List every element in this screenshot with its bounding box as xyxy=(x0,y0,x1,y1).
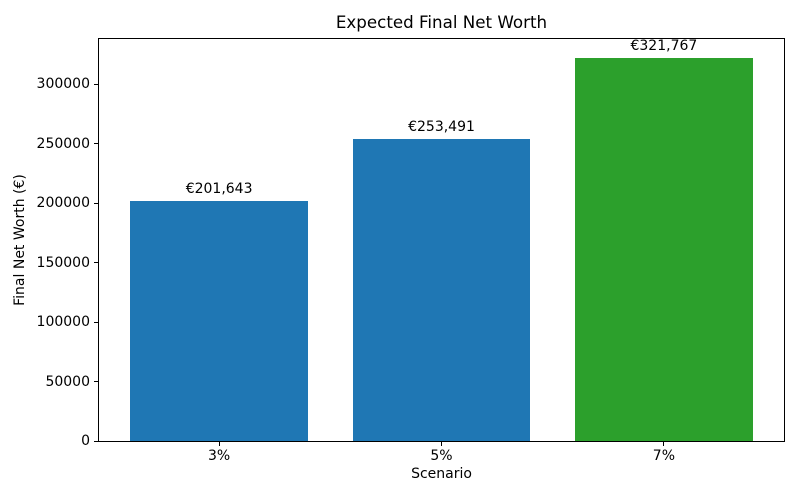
chart-title: Expected Final Net Worth xyxy=(335,12,548,32)
y-tick-mark xyxy=(94,381,98,382)
x-tick-label: 3% xyxy=(207,448,231,464)
y-tick-label: 150000 xyxy=(36,254,90,271)
y-tick-label: 200000 xyxy=(36,195,90,212)
y-tick-mark xyxy=(94,321,98,323)
bar-value-label: €253,491 xyxy=(408,119,475,136)
x-tick-mark xyxy=(441,442,442,446)
bar-3% xyxy=(130,201,309,441)
y-axis-label: Final Net Worth (€) xyxy=(12,174,28,306)
y-tick-mark xyxy=(94,202,98,204)
bar-7% xyxy=(574,58,753,441)
y-tick-mark xyxy=(94,440,98,442)
bar-value-label: €321,767 xyxy=(630,38,698,55)
y-tick-mark xyxy=(94,143,98,145)
x-tick-label: 5% xyxy=(430,448,453,464)
bar-5% xyxy=(352,139,531,441)
y-tick-mark xyxy=(94,83,98,85)
plot-area: 0 50000 100000 150000 200000 250000 300000 €201… xyxy=(37,38,785,464)
x-tick-mark xyxy=(663,442,665,446)
y-tick-label: 0 xyxy=(81,433,90,449)
x-axis-label: Scenario xyxy=(411,466,472,482)
y-tick-label: 50000 xyxy=(45,373,90,390)
x-tick-label: 7% xyxy=(652,448,675,464)
x-tick-mark xyxy=(218,442,220,446)
y-tick-label: 250000 xyxy=(36,135,90,152)
y-tick-mark xyxy=(94,262,98,264)
y-tick-label: 100000 xyxy=(36,314,90,330)
y-tick-label: 300000 xyxy=(36,76,90,93)
bar-value-label: €201,643 xyxy=(185,181,253,198)
